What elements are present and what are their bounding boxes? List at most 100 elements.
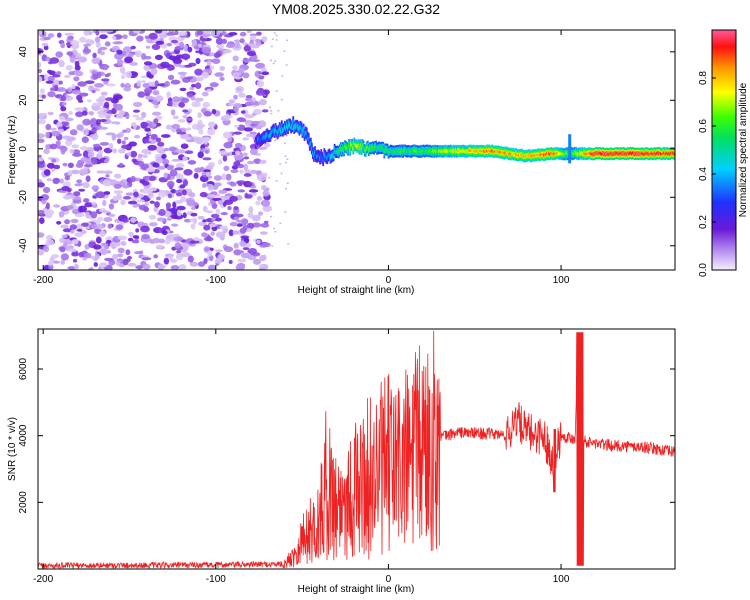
noise-blob	[104, 245, 110, 250]
noise-blob	[160, 61, 170, 68]
noise-blob	[232, 103, 243, 109]
noise-blob	[113, 41, 124, 45]
ridge-cell	[276, 131, 279, 135]
noise-blob	[73, 70, 82, 75]
colorbar: 0.0 0.2 0.4 0.6 0.8 Normalized spectral ampl…	[698, 29, 749, 277]
noise-blob	[127, 53, 134, 58]
noise-blob	[131, 239, 140, 244]
ridge-cell	[310, 147, 313, 150]
ridge-cell	[628, 152, 631, 155]
noise-blob	[246, 160, 255, 165]
ridge-cell	[573, 152, 575, 155]
noise-blob	[72, 209, 80, 215]
noise-blob	[180, 53, 191, 60]
ridge-cell	[351, 143, 354, 147]
noise-blob	[92, 52, 97, 59]
ridge-cell	[609, 152, 611, 156]
noise-blob	[243, 173, 252, 177]
ridge-cell	[599, 152, 602, 155]
ridge-cell	[511, 152, 514, 156]
noise-blob	[52, 79, 61, 86]
noise-blob	[129, 61, 139, 66]
noise-blob	[72, 199, 82, 204]
ridge-cell	[602, 151, 604, 155]
noise-blob	[262, 205, 273, 212]
ridge-cell	[538, 154, 541, 157]
ridge-cell	[341, 149, 343, 152]
noise-blob	[132, 122, 137, 130]
noise-blob	[118, 148, 126, 154]
noise-blob	[116, 253, 124, 258]
noise-speck	[285, 187, 287, 190]
ridge-cell	[582, 152, 585, 156]
ridge-cell	[528, 153, 531, 157]
ridge-cell	[491, 149, 493, 152]
noise-blob	[77, 81, 87, 87]
noise-blob	[134, 251, 144, 255]
colorbar-gradient	[711, 29, 737, 271]
ridge-cell	[590, 152, 593, 156]
noise-blob	[73, 263, 80, 270]
ridge-cell	[594, 152, 597, 155]
noise-blob	[165, 124, 174, 130]
noise-blob	[213, 175, 222, 181]
noise-blob	[158, 190, 166, 198]
noise-blob	[88, 267, 94, 270]
ridge-cell	[649, 152, 652, 156]
noise-blob	[198, 261, 206, 267]
noise-blob	[203, 258, 208, 264]
ridge-cell	[434, 149, 436, 153]
noise-blob	[45, 202, 50, 210]
noise-blob	[244, 114, 255, 119]
ridge-cell	[656, 151, 659, 155]
noise-blob	[246, 181, 252, 187]
ridge-cell	[597, 152, 600, 155]
noise-blob	[92, 73, 99, 80]
noise-speck	[270, 112, 273, 115]
noise-blob	[92, 102, 100, 107]
ridge-cell	[289, 123, 291, 127]
noise-blob	[248, 206, 254, 214]
noise-speck	[284, 161, 287, 164]
x-tick-label: 100	[553, 275, 570, 286]
noise-blob	[95, 236, 102, 244]
noise-blob	[71, 144, 80, 149]
noise-blob	[119, 66, 126, 74]
noise-blob	[232, 230, 239, 235]
noise-blob	[175, 149, 186, 154]
noise-blob	[38, 138, 45, 143]
ridge-cell	[496, 150, 499, 154]
ridge-cell	[519, 153, 521, 157]
noise-blob	[205, 165, 214, 171]
y-tick-label: 4000	[18, 424, 29, 447]
noise-blob	[98, 107, 108, 111]
ridge-cell	[314, 150, 316, 154]
noise-blob	[152, 237, 160, 244]
ridge-cell	[608, 152, 610, 156]
ridge-cell	[436, 149, 439, 153]
noise-blob	[251, 59, 261, 62]
y-tick-label: 0	[18, 146, 29, 152]
ridge-cell	[477, 149, 480, 153]
noise-blob	[48, 61, 54, 65]
noise-blob	[132, 101, 143, 108]
noise-blob	[91, 204, 98, 208]
noise-blob	[84, 243, 90, 250]
ridge-cell	[305, 132, 308, 135]
ridge-cell	[512, 153, 515, 156]
noise-blob	[165, 202, 171, 209]
noise-blob	[153, 103, 159, 109]
noise-blob	[250, 100, 258, 106]
noise-blob	[141, 234, 150, 240]
noise-blob	[64, 219, 71, 225]
noise-blob	[188, 192, 196, 198]
noise-blob	[223, 141, 233, 149]
noise-blob	[179, 41, 185, 48]
noise-blob	[145, 95, 154, 100]
noise-blob	[189, 240, 200, 244]
noise-blob	[239, 241, 247, 247]
ridge-cell	[591, 152, 594, 156]
noise-blob	[184, 150, 194, 154]
noise-blob	[70, 218, 79, 224]
ridge-cell	[432, 149, 434, 153]
